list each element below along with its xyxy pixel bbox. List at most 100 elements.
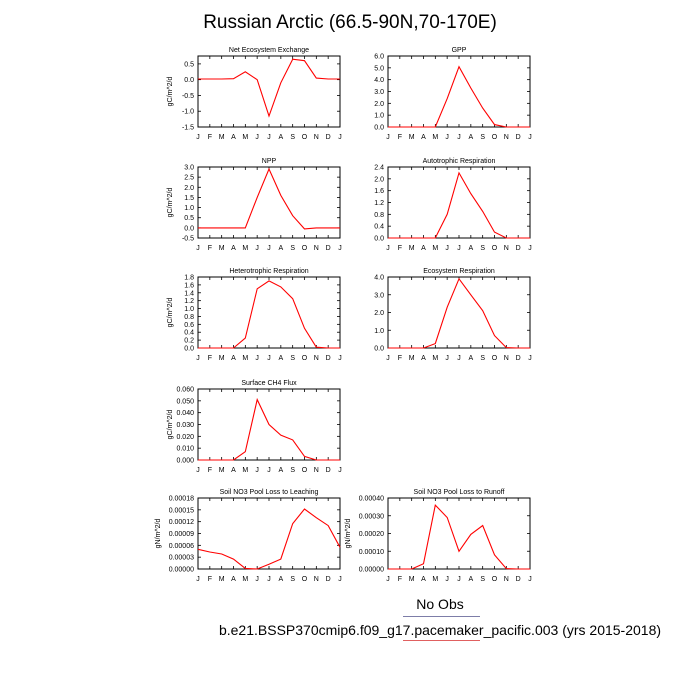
figure-caption: b.e21.BSSP370cmip6.f09_g17.pacemaker_pac… — [218, 622, 662, 638]
x-tick-label: J — [267, 467, 271, 474]
panel-title: Soil NO3 Pool Loss to Leaching — [220, 489, 319, 496]
x-tick-label: A — [278, 134, 283, 141]
y-tick-label: 0.040 — [176, 410, 194, 417]
x-tick-label: A — [278, 467, 283, 474]
x-tick-label: S — [480, 134, 485, 141]
y-tick-label: 0.00018 — [169, 496, 194, 503]
panel-title: Net Ecosystem Exchange — [229, 47, 309, 54]
x-tick-label: A — [231, 467, 236, 474]
x-tick-label: M — [242, 467, 248, 474]
y-tick-label: 0.060 — [176, 387, 194, 394]
x-tick-label: M — [432, 355, 438, 362]
x-tick-label: A — [421, 355, 426, 362]
y-tick-label: 3.0 — [374, 292, 384, 299]
x-tick-label: A — [468, 576, 473, 583]
x-tick-label: O — [302, 576, 308, 583]
x-tick-label: J — [457, 576, 461, 583]
series-line — [388, 277, 530, 349]
y-tick-label: 0.0 — [184, 225, 194, 232]
x-tick-label: M — [432, 245, 438, 252]
x-tick-label: M — [409, 355, 415, 362]
y-tick-label: 1.6 — [374, 188, 384, 195]
panel-title: Soil NO3 Pool Loss to Runoff — [414, 489, 505, 496]
x-tick-label: J — [528, 134, 532, 141]
y-tick-label: 2.0 — [184, 185, 194, 192]
y-tick-label: 2.0 — [374, 101, 384, 108]
x-tick-label: J — [338, 576, 342, 583]
x-tick-label: N — [504, 576, 509, 583]
y-tick-label: 0.00040 — [359, 496, 384, 503]
series-line — [388, 171, 530, 239]
x-tick-label: J — [267, 355, 271, 362]
x-tick-label: M — [219, 355, 225, 362]
y-tick-label: 0.00003 — [169, 555, 194, 562]
y-tick-label: 1.5 — [184, 195, 194, 202]
y-tick-label: 0.6 — [184, 322, 194, 329]
plot-frame — [387, 497, 531, 570]
x-tick-label: J — [457, 245, 461, 252]
y-tick-label: 0.00000 — [359, 567, 384, 574]
x-tick-label: J — [255, 576, 259, 583]
x-tick-label: J — [196, 355, 200, 362]
y-tick-label: 0.00006 — [169, 543, 194, 550]
x-tick-label: O — [492, 576, 498, 583]
x-tick-label: M — [242, 245, 248, 252]
plot-frame — [197, 497, 341, 570]
y-tick-label: 0.030 — [176, 422, 194, 429]
y-tick-label: 0.8 — [184, 314, 194, 321]
x-tick-label: J — [255, 355, 259, 362]
y-tick-label: 5.0 — [374, 65, 384, 72]
x-tick-label: J — [457, 134, 461, 141]
x-tick-label: J — [267, 576, 271, 583]
y-tick-label: 0.5 — [184, 61, 194, 68]
x-tick-label: A — [231, 134, 236, 141]
y-tick-label: 0.00020 — [359, 531, 384, 538]
x-tick-label: J — [528, 245, 532, 252]
x-tick-label: J — [338, 467, 342, 474]
panel-title: NPP — [262, 158, 277, 165]
x-tick-label: A — [421, 576, 426, 583]
y-tick-label: 2.4 — [374, 165, 384, 172]
x-tick-label: M — [432, 576, 438, 583]
x-tick-label: F — [208, 355, 212, 362]
x-tick-label: J — [445, 355, 449, 362]
y-tick-label: 0.00010 — [359, 549, 384, 556]
x-tick-label: F — [208, 576, 212, 583]
x-tick-label: F — [398, 355, 402, 362]
y-axis-label: gN/m^2/d — [155, 519, 162, 549]
x-tick-label: S — [290, 576, 295, 583]
x-tick-label: M — [219, 467, 225, 474]
y-tick-label: 0.4 — [184, 330, 194, 337]
y-tick-label: -0.5 — [182, 93, 194, 100]
x-tick-label: A — [278, 576, 283, 583]
x-tick-label: O — [302, 134, 308, 141]
y-tick-label: 1.0 — [184, 205, 194, 212]
x-tick-label: F — [208, 134, 212, 141]
x-tick-label: F — [208, 467, 212, 474]
x-tick-label: S — [480, 245, 485, 252]
y-tick-label: -0.5 — [182, 236, 194, 243]
legend-no-obs: No Obs — [416, 596, 464, 612]
y-tick-label: 0.8 — [374, 212, 384, 219]
x-tick-label: D — [516, 576, 521, 583]
x-tick-label: N — [314, 576, 319, 583]
x-tick-label: N — [314, 355, 319, 362]
caption-line — [403, 640, 480, 641]
y-tick-label: 0.000 — [176, 458, 194, 465]
y-axis-label: gC/m^2/d — [167, 410, 174, 440]
x-tick-label: A — [278, 355, 283, 362]
x-tick-label: O — [302, 245, 308, 252]
y-tick-label: 1.2 — [184, 298, 194, 305]
x-tick-label: J — [445, 134, 449, 141]
x-tick-label: N — [504, 134, 509, 141]
y-tick-label: 4.0 — [374, 77, 384, 84]
y-tick-label: 0.00000 — [169, 567, 194, 574]
y-tick-label: 1.0 — [184, 306, 194, 313]
y-tick-label: 1.0 — [374, 328, 384, 335]
x-tick-label: A — [421, 134, 426, 141]
x-tick-label: A — [468, 355, 473, 362]
x-tick-label: J — [255, 134, 259, 141]
y-tick-label: 1.2 — [374, 200, 384, 207]
x-tick-label: D — [326, 576, 331, 583]
